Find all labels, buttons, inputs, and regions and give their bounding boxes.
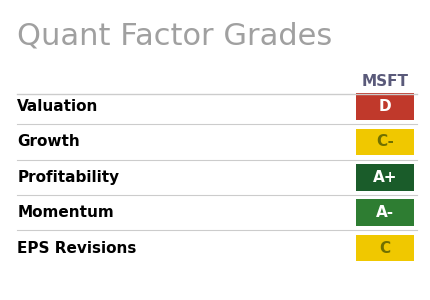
FancyBboxPatch shape: [356, 129, 414, 155]
Text: C-: C-: [376, 134, 394, 149]
Text: A+: A+: [373, 170, 397, 185]
Text: Quant Factor Grades: Quant Factor Grades: [17, 21, 332, 50]
Text: Profitability: Profitability: [17, 170, 120, 185]
Text: A-: A-: [376, 205, 394, 220]
Text: D: D: [379, 99, 391, 114]
Text: Momentum: Momentum: [17, 205, 114, 220]
FancyBboxPatch shape: [356, 164, 414, 190]
Text: MSFT: MSFT: [361, 74, 408, 88]
Text: Valuation: Valuation: [17, 99, 98, 114]
FancyBboxPatch shape: [356, 235, 414, 261]
Text: EPS Revisions: EPS Revisions: [17, 241, 137, 256]
Text: C: C: [380, 241, 390, 256]
Text: Growth: Growth: [17, 134, 80, 149]
FancyBboxPatch shape: [356, 200, 414, 226]
FancyBboxPatch shape: [356, 93, 414, 120]
